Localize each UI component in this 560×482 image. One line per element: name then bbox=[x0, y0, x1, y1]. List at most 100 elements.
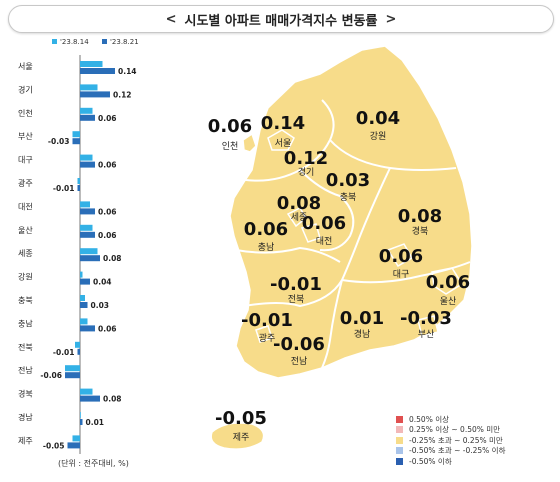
category-label: 충북 bbox=[18, 296, 33, 305]
legend-swatch bbox=[396, 436, 403, 444]
category-label: 경남 bbox=[18, 412, 33, 422]
data-label: 0.06 bbox=[98, 231, 117, 240]
category-label: 전남 bbox=[18, 365, 33, 375]
legend-swatch bbox=[396, 415, 403, 423]
region-value: 0.06 bbox=[378, 246, 424, 267]
border-chungbuk bbox=[299, 169, 355, 252]
border-jeonbuk bbox=[243, 279, 343, 308]
legend-item: -0.25% 초과 ~ 0.25% 미만 bbox=[396, 435, 505, 446]
bar bbox=[80, 318, 88, 325]
legend-item: 0.50% 이상 bbox=[396, 414, 505, 425]
bar bbox=[80, 325, 95, 332]
category-label: 광주 bbox=[18, 178, 33, 188]
legend-item: 0.25% 이상 ~ 0.50% 미만 bbox=[396, 425, 505, 436]
data-label: 0.04 bbox=[93, 278, 112, 287]
data-label: -0.01 bbox=[53, 348, 75, 357]
region-value: 0.06 bbox=[207, 116, 253, 137]
bar bbox=[80, 412, 81, 418]
bar bbox=[80, 302, 88, 308]
map-daegu bbox=[386, 243, 414, 268]
bar bbox=[67, 442, 80, 449]
bar bbox=[80, 248, 98, 255]
map-jeju bbox=[210, 422, 265, 450]
region-value: 0.08 bbox=[397, 206, 443, 227]
bar bbox=[80, 161, 95, 168]
bar bbox=[80, 208, 95, 215]
bar bbox=[80, 295, 85, 301]
bar bbox=[80, 278, 90, 285]
legend-label: '23.8.21 bbox=[110, 38, 139, 46]
data-label: 0.08 bbox=[103, 395, 122, 404]
region-value: -0.05 bbox=[215, 408, 267, 429]
data-label: 0.12 bbox=[113, 90, 132, 99]
map-legend: 0.50% 이상 0.25% 이상 ~ 0.50% 미만 -0.25% 초과 ~… bbox=[396, 414, 505, 467]
title-text: 시도별 아파트 매매가격지수 변동률 bbox=[184, 13, 378, 29]
data-label: 0.06 bbox=[98, 161, 117, 170]
bar bbox=[77, 178, 80, 184]
data-label: 0.06 bbox=[98, 324, 117, 333]
category-label: 경기 bbox=[18, 84, 33, 94]
legend-swatch bbox=[396, 457, 403, 465]
bar bbox=[80, 114, 95, 121]
bar bbox=[80, 91, 110, 98]
region-value: 0.12 bbox=[283, 148, 329, 169]
map-seoul bbox=[267, 129, 295, 151]
category-label: 부산 bbox=[18, 131, 33, 141]
region-value: 0.14 bbox=[260, 113, 306, 134]
bar bbox=[72, 131, 80, 138]
data-label: 0.06 bbox=[98, 207, 117, 216]
region-value: 0.06 bbox=[301, 213, 347, 234]
category-label: 세종 bbox=[18, 249, 33, 258]
region-value: 0.03 bbox=[325, 170, 371, 191]
region-name: 세종 bbox=[290, 213, 308, 223]
legend-swatch bbox=[396, 447, 403, 455]
region-name: 전북 bbox=[287, 295, 305, 305]
map-sejong bbox=[286, 207, 307, 228]
region-name: 제주 bbox=[232, 433, 250, 443]
region-value: -0.03 bbox=[400, 308, 452, 329]
region-name: 부산 bbox=[417, 330, 435, 340]
data-label: -0.05 bbox=[43, 441, 65, 450]
border-chungnam bbox=[235, 246, 341, 263]
bar bbox=[80, 395, 100, 402]
category-label: 강원 bbox=[18, 272, 33, 282]
region-name: 광주 bbox=[258, 334, 276, 344]
bar bbox=[80, 255, 100, 262]
bar bbox=[72, 435, 80, 442]
data-label: 0.06 bbox=[98, 114, 117, 123]
region-value: 0.01 bbox=[339, 308, 385, 329]
category-label: 인천 bbox=[18, 108, 33, 118]
region-name: 경기 bbox=[297, 168, 315, 178]
bar bbox=[75, 341, 80, 348]
bar-chart: '23.8.14 '23.8.21 서울 0.14 경기 0.12 인천 0.06 부산 -0.0… bbox=[18, 38, 139, 454]
bar bbox=[80, 154, 93, 161]
data-label: -0.01 bbox=[53, 184, 75, 193]
data-label: -0.06 bbox=[40, 371, 62, 380]
legend-swatch bbox=[52, 39, 57, 44]
region-name: 대구 bbox=[392, 270, 410, 280]
legend-swatch bbox=[396, 426, 403, 434]
bar bbox=[80, 388, 93, 395]
category-label: 서울 bbox=[18, 62, 33, 71]
region-value: 0.08 bbox=[276, 193, 322, 214]
category-label: 경북 bbox=[18, 389, 33, 399]
region-name: 경북 bbox=[411, 227, 429, 237]
region-name: 대전 bbox=[315, 237, 333, 247]
bar bbox=[65, 372, 80, 379]
bar bbox=[80, 224, 93, 231]
bar bbox=[65, 365, 80, 372]
region-name: 강원 bbox=[369, 132, 387, 142]
data-label: 0.03 bbox=[91, 301, 110, 310]
category-label: 제주 bbox=[18, 436, 33, 445]
legend-item: -0.50% 이하 bbox=[396, 456, 505, 467]
region-name: 충남 bbox=[257, 243, 275, 253]
legend-swatch bbox=[102, 39, 107, 44]
region-value: 0.06 bbox=[425, 272, 471, 293]
border-gyeonggi-south bbox=[233, 139, 331, 182]
category-label: 울산 bbox=[18, 225, 33, 235]
region-value: -0.01 bbox=[270, 274, 322, 295]
category-label: 대전 bbox=[18, 201, 33, 211]
chart-title: < 시도별 아파트 매매가격지수 변동률 > bbox=[8, 5, 554, 33]
region-name: 전남 bbox=[290, 357, 308, 367]
